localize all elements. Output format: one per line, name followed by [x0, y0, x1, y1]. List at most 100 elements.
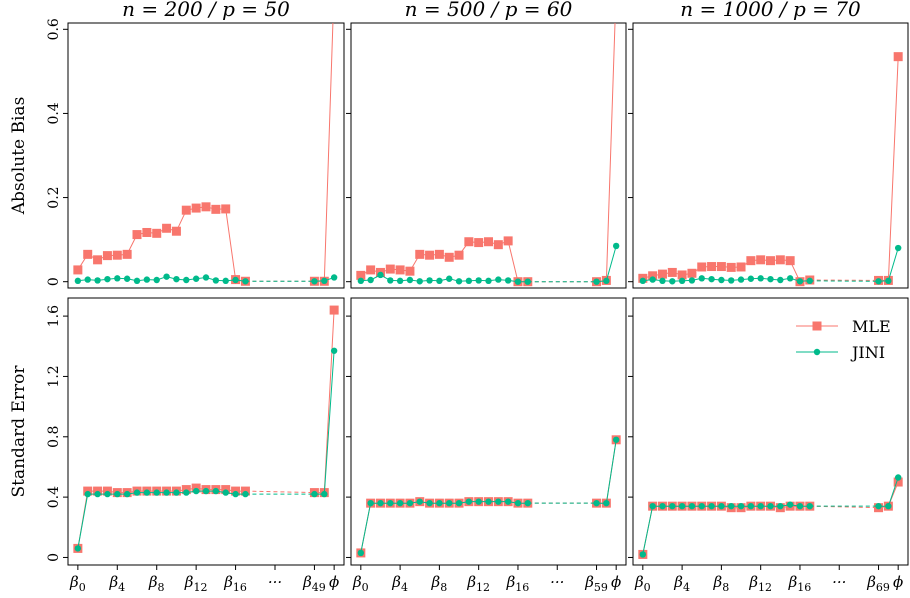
jini-point — [202, 487, 210, 495]
jini-point — [669, 278, 676, 285]
jini-point — [612, 242, 620, 250]
x-tick-label: β49 — [302, 573, 326, 594]
jini-point — [678, 277, 686, 285]
x-tick-label: ··· — [832, 573, 846, 591]
legend: MLE JINI — [796, 317, 891, 362]
jini-point — [212, 277, 220, 284]
mle-point — [191, 203, 201, 213]
jini-point — [894, 474, 902, 481]
jini-point — [321, 490, 328, 498]
jini-point — [330, 274, 338, 281]
legend-marker-jini — [813, 348, 821, 356]
jini-point — [659, 502, 666, 510]
mle-point — [93, 255, 103, 265]
panel-plot-area — [638, 52, 903, 287]
column-title: n = 1000 / p = 70 — [680, 0, 861, 21]
jini-point — [377, 271, 384, 279]
mle-point — [503, 236, 513, 246]
jini-point — [659, 277, 666, 285]
mle-point — [493, 240, 503, 250]
panel-frame — [632, 22, 909, 289]
jini-point — [104, 490, 111, 498]
jini-point — [688, 277, 696, 284]
panel-plot-area — [73, 23, 338, 286]
jini-point — [222, 277, 229, 285]
jini-point — [173, 489, 180, 496]
row-label: Standard Error — [9, 365, 29, 498]
jini-point — [465, 498, 473, 505]
jini-point — [406, 276, 414, 284]
jini-point — [495, 276, 502, 283]
x-tick-label: β16 — [788, 573, 812, 594]
jini-point — [222, 489, 229, 496]
jini-point — [603, 499, 610, 507]
mle-point — [697, 262, 707, 272]
jini-point — [777, 276, 784, 284]
jini-point — [114, 275, 121, 282]
mle-point — [221, 204, 231, 214]
jini-point — [603, 277, 610, 285]
jini-point — [387, 499, 394, 507]
jini-point — [669, 502, 676, 510]
mle-point — [648, 271, 658, 281]
panel-r1-c2: β0 β4 β8 β12 β16 ··· β69 ϕ — [628, 297, 909, 594]
jini-point — [163, 273, 170, 280]
jini-point — [74, 277, 82, 285]
jini-point — [183, 489, 190, 496]
mle-point — [356, 270, 366, 280]
mle-point — [667, 267, 677, 277]
mle-point — [484, 237, 493, 247]
x-tick-label: β4 — [108, 573, 125, 594]
jini-point — [786, 275, 794, 282]
mle-point — [112, 250, 122, 260]
y-tick-label: 1.6 — [46, 305, 62, 327]
x-tick-label: ϕ — [611, 573, 621, 591]
panel-r0-c2: n = 1000 / p = 70 — [628, 0, 909, 289]
jini-point — [377, 499, 384, 507]
jini-point — [455, 278, 463, 285]
jini-point — [396, 499, 404, 507]
x-tick-label: β0 — [634, 573, 651, 594]
jini-point — [242, 490, 249, 498]
mle-point — [756, 255, 766, 265]
mle-point — [726, 262, 736, 272]
jini-point — [114, 490, 121, 498]
jini-point — [143, 276, 151, 283]
x-tick-label: ··· — [268, 573, 282, 591]
jini-point — [436, 277, 443, 285]
jini-point — [192, 487, 200, 495]
jini-point — [465, 277, 473, 285]
y-tick-label: 1.2 — [46, 365, 62, 387]
mle-point — [893, 52, 903, 62]
jini-point — [514, 278, 522, 285]
x-tick-label: β69 — [866, 573, 890, 594]
mle-point — [736, 262, 746, 272]
jini-point — [367, 276, 374, 284]
jini-point — [708, 502, 715, 510]
jini-point — [806, 277, 813, 285]
mle-point — [152, 228, 162, 238]
row-label: Absolute Bias — [9, 97, 29, 216]
mle-point — [893, 477, 903, 487]
y-tick-label: 0.6 — [46, 18, 62, 40]
panel-frame — [67, 297, 345, 566]
jini-point — [612, 436, 620, 443]
mle-point — [454, 250, 464, 260]
panel-plot-area — [73, 305, 339, 553]
jini-point — [173, 275, 180, 283]
x-tick-label: β8 — [431, 573, 448, 594]
mle-point — [785, 256, 795, 266]
jini-point — [416, 278, 423, 285]
jini-point — [123, 275, 131, 282]
mle-point — [132, 230, 142, 240]
jini-point — [163, 489, 170, 496]
jini-point — [367, 499, 374, 507]
jini-point — [786, 501, 794, 508]
jini-point — [202, 274, 210, 281]
jini-point — [875, 502, 882, 510]
panel-plot-area — [356, 23, 620, 287]
x-tick-label: β16 — [506, 573, 530, 594]
jini-point — [698, 502, 705, 510]
jini-point — [446, 499, 453, 507]
x-tick-label: β0 — [69, 573, 86, 594]
